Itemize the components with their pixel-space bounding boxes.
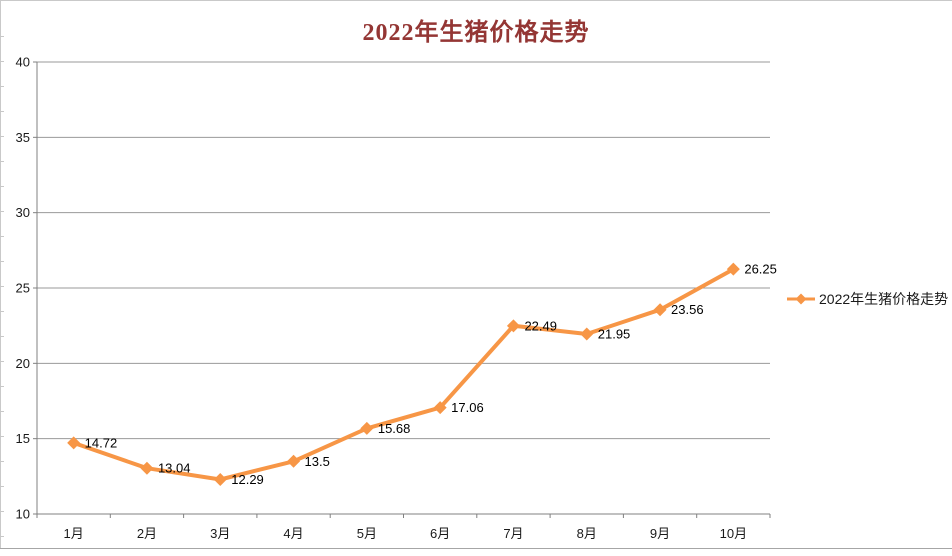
legend: 2022年生猪价格走势: [786, 289, 948, 309]
x-axis-label: 4月: [283, 526, 303, 541]
y-axis-label: 40: [16, 55, 30, 70]
x-axis-label: 6月: [430, 526, 450, 541]
data-point-label: 14.72: [85, 435, 118, 450]
y-axis-label: 15: [16, 431, 30, 446]
data-point-marker: [213, 472, 227, 486]
data-point-marker: [287, 454, 301, 468]
data-point-label: 13.5: [305, 454, 330, 469]
data-point-label: 26.25: [744, 262, 777, 277]
data-point-label: 17.06: [451, 400, 484, 415]
y-axis-label: 10: [16, 507, 30, 522]
x-axis-label: 3月: [210, 526, 230, 541]
x-axis-label: 5月: [357, 526, 377, 541]
data-point-marker: [360, 421, 374, 435]
spreadsheet-row-marks: [0, 12, 4, 542]
data-point-marker: [140, 461, 154, 475]
data-point-marker: [726, 262, 740, 276]
x-axis-label: 10月: [720, 526, 747, 541]
chart-frame-top-line: [0, 0, 952, 1]
series-marker-icon: [787, 293, 815, 305]
y-axis-label: 35: [16, 130, 30, 145]
data-point-label: 21.95: [598, 326, 631, 341]
data-point-marker: [67, 436, 81, 450]
y-axis-label: 25: [16, 281, 30, 296]
chart-frame-bottom-line: [0, 548, 952, 549]
x-axis-label: 8月: [577, 526, 597, 541]
data-point-label: 22.49: [524, 318, 557, 333]
data-point-marker: [580, 327, 594, 341]
x-axis-label: 1月: [64, 526, 84, 541]
series-line: [71, 267, 736, 482]
chart-title: 2022年生猪价格走势: [362, 20, 590, 46]
legend-series-label: 2022年生猪价格走势: [819, 291, 949, 307]
data-point-label: 15.68: [378, 421, 411, 436]
y-axis-label: 30: [16, 205, 30, 220]
x-axis-label: 7月: [503, 526, 523, 541]
data-point-label: 13.04: [158, 461, 191, 476]
x-axis-label: 2月: [137, 526, 157, 541]
data-point-marker: [433, 401, 447, 415]
data-point-marker: [506, 319, 520, 333]
data-point-marker: [653, 303, 667, 317]
data-point-label: 23.56: [671, 302, 704, 317]
y-axis-label: 20: [16, 356, 30, 371]
data-point-label: 12.29: [231, 472, 264, 487]
x-axis-label: 9月: [650, 526, 670, 541]
